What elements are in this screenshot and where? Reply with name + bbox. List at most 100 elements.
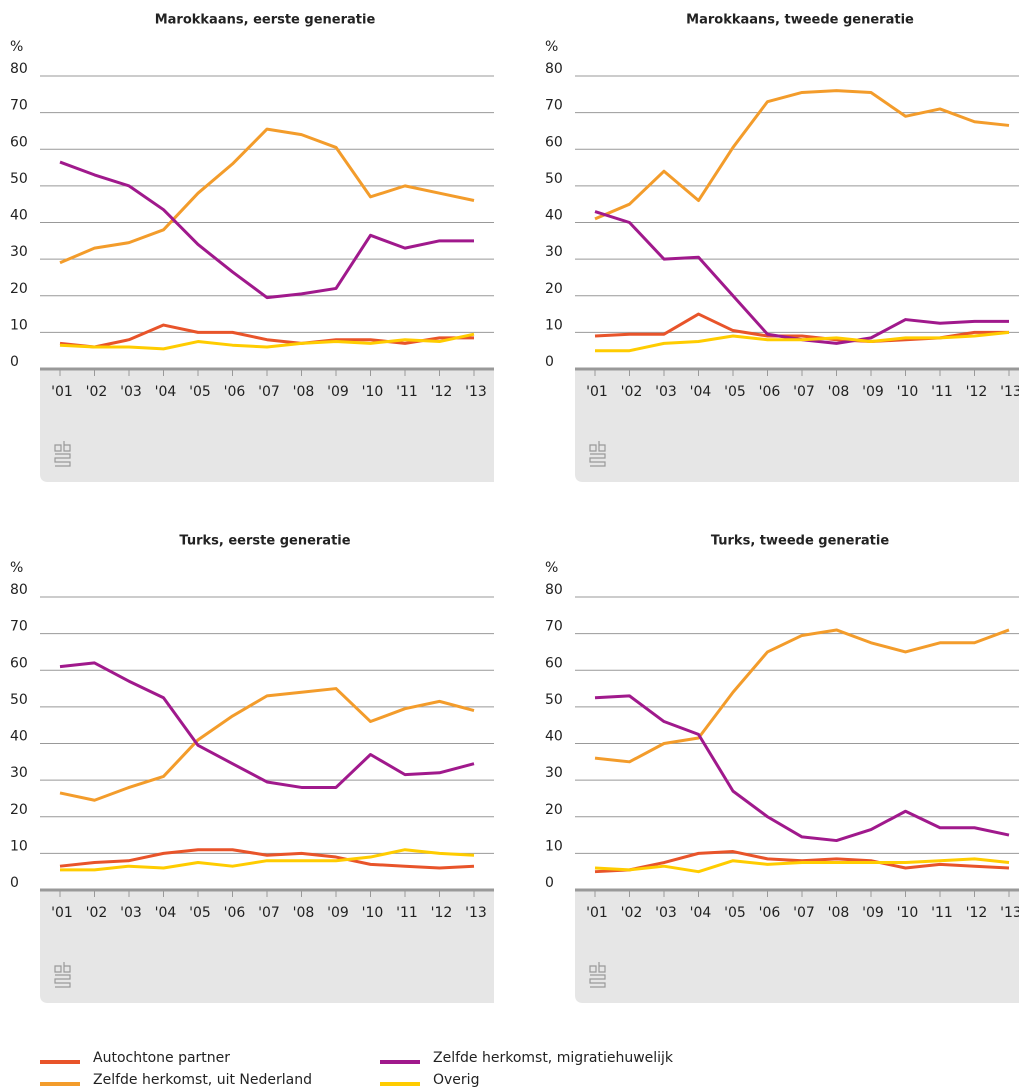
x-tick-label: '08 [293, 384, 315, 400]
y-tick-label: 10 [10, 317, 28, 333]
y-tick-label: 60 [545, 134, 563, 150]
y-tick-label: 20 [545, 802, 563, 818]
x-tick-label: '13 [1000, 905, 1019, 921]
legend-label: Zelfde herkomst, migratiehuwelijk [433, 1050, 674, 1066]
y-tick-label: 80 [10, 61, 28, 77]
axis-panel [40, 890, 494, 1003]
x-tick-label: '04 [155, 384, 177, 400]
y-tick-label: 60 [10, 134, 28, 150]
x-tick-label: '09 [862, 905, 884, 921]
y-tick-label: 30 [545, 244, 563, 260]
x-tick-label: '01 [51, 905, 73, 921]
x-tick-label: '06 [759, 384, 781, 400]
y-tick-label: 50 [10, 171, 28, 187]
x-tick-label: '10 [897, 384, 919, 400]
series-line [594, 850, 1010, 874]
y-tick-label: 70 [10, 98, 28, 114]
y-axis-label: % [545, 560, 558, 576]
x-tick-label: '08 [293, 905, 315, 921]
x-tick-label: '07 [258, 384, 280, 400]
y-tick-label: 20 [10, 802, 28, 818]
x-tick-label: '10 [362, 905, 384, 921]
y-tick-label: 40 [10, 729, 28, 745]
chart-title: Marokkaans, eerste generatie [155, 13, 376, 28]
y-tick-label: 40 [545, 729, 563, 745]
legend-label: Overig [433, 1072, 479, 1088]
x-tick-label: '06 [759, 905, 781, 921]
x-tick-label: '12 [966, 905, 988, 921]
x-tick-label: '04 [690, 905, 712, 921]
y-tick-label: 40 [545, 208, 563, 224]
x-tick-label: '08 [828, 384, 850, 400]
series-line [594, 210, 1009, 345]
x-tick-label: '03 [120, 905, 142, 921]
y-tick-label: 20 [545, 281, 563, 297]
series-line [59, 323, 474, 349]
logo-shape [589, 441, 606, 467]
x-tick-label: '01 [51, 384, 73, 400]
y-tick-label: 10 [545, 317, 563, 333]
series-line [59, 160, 474, 300]
y-tick-label: 50 [545, 692, 563, 708]
x-tick-label: '02 [86, 905, 108, 921]
x-tick-label: '04 [155, 905, 177, 921]
x-tick-label: '12 [431, 384, 453, 400]
legend-label: Autochtone partner [93, 1050, 230, 1066]
x-tick-label: '09 [327, 905, 349, 921]
y-tick-label: 0 [545, 354, 554, 370]
x-tick-label: '01 [586, 905, 608, 921]
x-tick-label: '02 [621, 384, 643, 400]
x-tick-label: '02 [621, 905, 643, 921]
x-tick-label: '03 [120, 384, 142, 400]
logo [589, 962, 606, 988]
axis-panel [40, 369, 494, 482]
logo [589, 441, 606, 467]
y-tick-label: 0 [10, 354, 19, 370]
y-tick-label: 0 [10, 875, 19, 891]
y-tick-label: 70 [545, 98, 563, 114]
series-line [595, 330, 1010, 353]
series-line [59, 661, 475, 789]
chart-title: Marokkaans, tweede generatie [686, 13, 914, 28]
x-tick-label: '11 [396, 384, 418, 400]
x-tick-label: '12 [431, 905, 453, 921]
y-tick-label: 10 [545, 838, 563, 854]
series-line [59, 332, 475, 351]
x-tick-label: '09 [862, 384, 884, 400]
x-tick-label: '05 [724, 905, 746, 921]
x-tick-label: '11 [931, 384, 953, 400]
logo [54, 962, 71, 988]
series-line [594, 89, 1010, 221]
y-tick-label: 80 [10, 582, 28, 598]
x-tick-label: '13 [465, 905, 487, 921]
x-tick-label: '07 [258, 905, 280, 921]
axis-panel [575, 369, 1019, 482]
x-tick-label: '05 [189, 905, 211, 921]
chart-title: Turks, eerste generatie [179, 534, 350, 549]
y-tick-label: 30 [10, 244, 28, 260]
series-line [594, 694, 1010, 843]
series-line [59, 127, 475, 265]
x-tick-label: '13 [465, 384, 487, 400]
y-tick-label: 50 [545, 171, 563, 187]
x-tick-label: '03 [655, 905, 677, 921]
x-tick-label: '10 [897, 905, 919, 921]
y-tick-label: 30 [545, 765, 563, 781]
x-tick-label: '07 [793, 905, 815, 921]
logo-shape [54, 441, 71, 467]
x-tick-label: '11 [396, 905, 418, 921]
y-tick-label: 70 [10, 619, 28, 635]
logo [54, 441, 71, 467]
y-axis-label: % [10, 560, 23, 576]
series-line [59, 687, 475, 802]
axis-panel [575, 890, 1019, 1003]
y-axis-label: % [10, 39, 23, 55]
x-tick-label: '12 [966, 384, 988, 400]
x-tick-label: '09 [327, 384, 349, 400]
y-tick-label: 10 [10, 838, 28, 854]
series-line [594, 628, 1010, 764]
x-tick-label: '02 [86, 384, 108, 400]
series-line [59, 848, 475, 870]
